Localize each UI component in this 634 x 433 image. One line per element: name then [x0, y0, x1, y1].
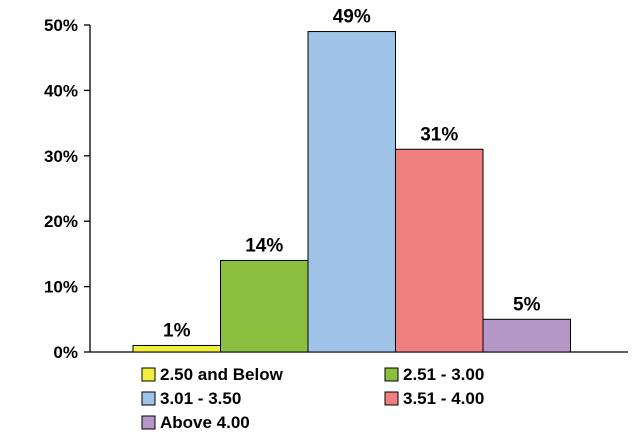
y-tick-label: 10%: [44, 278, 78, 297]
legend-label: 3.51 - 4.00: [403, 389, 484, 408]
bar-value-label: 31%: [420, 124, 458, 145]
bar: [220, 259, 309, 353]
y-tick-label: 50%: [44, 16, 78, 35]
legend-label: 3.01 - 3.50: [160, 389, 241, 408]
legend-label: Above 4.00: [160, 413, 250, 432]
legend-swatch: [141, 391, 156, 406]
bar-value-label: 49%: [333, 7, 371, 28]
y-tick-label: 0%: [53, 343, 78, 362]
legend-swatch: [141, 415, 156, 430]
bar: [307, 31, 396, 353]
chart-bars: [132, 31, 571, 353]
bar: [482, 318, 571, 353]
legend-label: 2.50 and Below: [160, 365, 284, 384]
y-axis-ticks: 0% 10% 20% 30% 40% 50%: [44, 16, 90, 362]
y-tick-label: 30%: [44, 147, 78, 166]
bar: [395, 148, 484, 353]
y-tick-label: 20%: [44, 212, 78, 231]
legend-swatch: [384, 391, 399, 406]
bar: [132, 344, 221, 353]
bar-value-label: 14%: [245, 235, 283, 256]
data-labels: 1% 14% 49% 31% 5%: [163, 7, 541, 342]
legend-swatch: [141, 367, 156, 382]
legend-label: 2.51 - 3.00: [403, 365, 484, 384]
bar-value-label: 1%: [163, 320, 191, 341]
bar-value-label: 5%: [513, 294, 541, 315]
legend-swatch: [384, 367, 399, 382]
y-tick-label: 40%: [44, 81, 78, 100]
chart-legend: 2.50 and Below 2.51 - 3.00 3.01 - 3.50 3.51…: [141, 365, 484, 432]
